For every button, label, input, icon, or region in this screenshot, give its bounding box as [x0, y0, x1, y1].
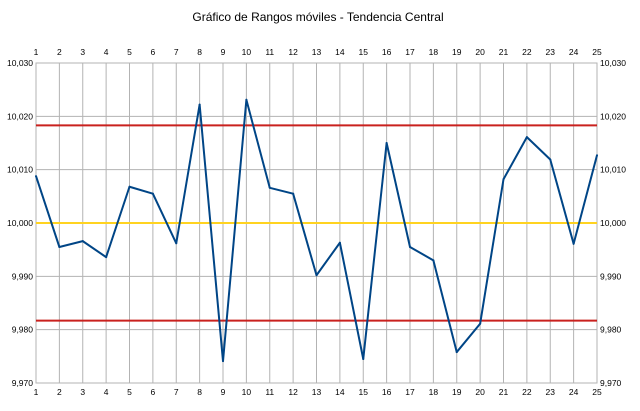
data-point: [151, 192, 154, 195]
x-tick-label-bottom: 3: [80, 387, 85, 397]
y-tick-label-right: 10,010: [600, 165, 626, 175]
data-point: [409, 246, 411, 248]
data-point: [175, 242, 178, 245]
data-point: [222, 360, 224, 363]
y-tick-label-right: 10,020: [600, 111, 626, 121]
data-point: [502, 178, 505, 181]
data-point: [315, 274, 318, 277]
y-tick-label-right: 10,000: [600, 218, 626, 228]
y-tick-label-left: 9,980: [12, 325, 34, 335]
y-tick-label-right: 9,990: [600, 271, 622, 281]
x-tick-label-top: 1: [34, 47, 39, 57]
data-point: [81, 240, 84, 243]
data-point: [385, 142, 388, 144]
x-tick-label-top: 24: [569, 47, 579, 57]
x-tick-label-top: 7: [174, 47, 179, 57]
y-tick-label-left: 9,990: [12, 271, 34, 281]
tick-labels: 1122334455667788991010111112121313141415…: [7, 47, 626, 397]
data-point: [245, 98, 248, 101]
x-tick-label-bottom: 5: [127, 387, 132, 397]
data-point: [35, 175, 37, 178]
x-tick-label-bottom: 19: [452, 387, 462, 397]
x-tick-label-bottom: 14: [335, 387, 345, 397]
y-tick-label-left: 9,970: [12, 378, 34, 388]
x-tick-label-top: 13: [312, 47, 322, 57]
x-tick-label-top: 19: [452, 47, 462, 57]
data-point: [198, 103, 201, 106]
x-tick-label-bottom: 8: [197, 387, 202, 397]
x-tick-label-top: 15: [359, 47, 369, 57]
data-point: [525, 136, 528, 139]
x-tick-label-top: 12: [288, 47, 298, 57]
x-tick-label-top: 14: [335, 47, 345, 57]
y-tick-label-right: 10,030: [600, 58, 626, 68]
x-tick-label-bottom: 1: [34, 387, 39, 397]
y-tick-label-left: 10,010: [7, 165, 33, 175]
x-tick-label-top: 4: [104, 47, 109, 57]
data-point: [596, 154, 598, 157]
data-point: [338, 241, 341, 244]
x-tick-label-top: 16: [382, 47, 392, 57]
x-tick-label-bottom: 23: [546, 387, 556, 397]
data-point: [292, 192, 295, 195]
x-tick-label-bottom: 15: [359, 387, 369, 397]
x-tick-label-top: 17: [405, 47, 415, 57]
x-tick-label-bottom: 18: [429, 387, 439, 397]
x-tick-label-top: 11: [265, 47, 274, 57]
x-tick-label-bottom: 4: [104, 387, 109, 397]
x-tick-label-top: 9: [221, 47, 226, 57]
x-tick-label-bottom: 17: [405, 387, 415, 397]
x-tick-label-bottom: 20: [475, 387, 485, 397]
y-tick-label-right: 9,970: [600, 378, 622, 388]
reference-lines: [36, 124, 597, 322]
x-tick-label-bottom: 16: [382, 387, 392, 397]
x-tick-label-bottom: 2: [57, 387, 62, 397]
data-point: [128, 185, 131, 188]
x-tick-label-bottom: 22: [522, 387, 532, 397]
x-tick-label-top: 21: [499, 47, 509, 57]
data-point: [572, 242, 575, 245]
x-tick-label-top: 25: [592, 47, 602, 57]
x-tick-label-top: 3: [80, 47, 85, 57]
x-tick-label-bottom: 25: [592, 387, 602, 397]
chart-title: Gráfico de Rangos móviles - Tendencia Ce…: [192, 10, 443, 24]
y-tick-label-left: 10,020: [7, 111, 33, 121]
x-tick-label-bottom: 24: [569, 387, 579, 397]
data-point: [58, 246, 61, 248]
x-tick-label-top: 20: [475, 47, 485, 57]
x-tick-label-bottom: 6: [151, 387, 156, 397]
x-tick-label-top: 22: [522, 47, 532, 57]
series: [35, 98, 598, 363]
x-tick-label-top: 5: [127, 47, 132, 57]
x-tick-label-top: 18: [429, 47, 439, 57]
data-point: [362, 358, 365, 360]
x-tick-label-top: 10: [242, 47, 252, 57]
x-tick-label-bottom: 12: [288, 387, 298, 397]
data-point: [479, 322, 482, 325]
x-tick-label-bottom: 21: [499, 387, 509, 397]
x-tick-label-bottom: 10: [242, 387, 252, 397]
y-tick-label-left: 10,030: [7, 58, 33, 68]
data-point: [432, 259, 435, 262]
x-tick-label-bottom: 7: [174, 387, 179, 397]
x-tick-label-top: 2: [57, 47, 62, 57]
x-tick-label-bottom: 9: [221, 387, 226, 397]
data-point: [105, 256, 108, 259]
data-point: [549, 158, 552, 161]
y-tick-label-right: 9,980: [600, 325, 622, 335]
data-point: [455, 351, 458, 354]
x-tick-label-top: 23: [546, 47, 556, 57]
x-tick-label-top: 6: [151, 47, 156, 57]
data-point: [268, 186, 271, 189]
x-tick-label-top: 8: [197, 47, 202, 57]
x-tick-label-bottom: 11: [265, 387, 274, 397]
y-tick-label-left: 10,000: [7, 218, 33, 228]
x-tick-label-bottom: 13: [312, 387, 322, 397]
